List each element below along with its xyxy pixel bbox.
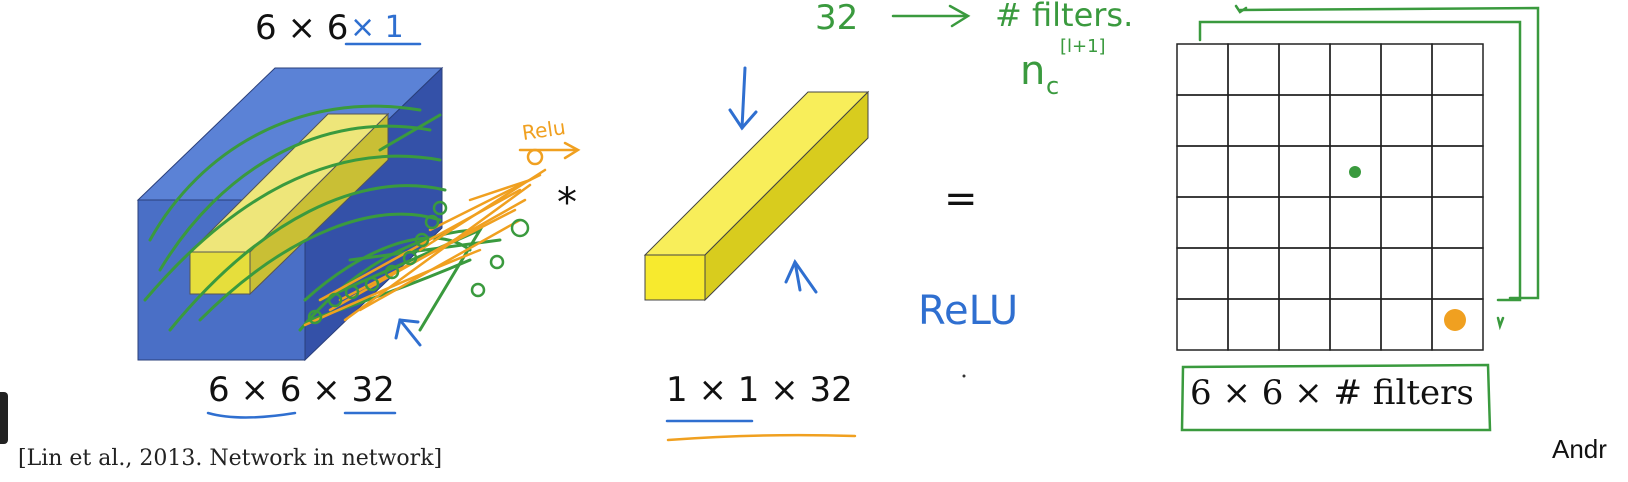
grid-cell [1278,196,1331,249]
underline-1x1-orange [666,433,857,442]
grid-cell [1431,298,1484,351]
grid-cell [1176,196,1229,249]
grid-cell [1278,43,1331,96]
underlines [206,42,857,442]
green-dot [1349,166,1361,178]
grid-cell [1329,247,1382,300]
top-volume-label: 6 × 6 [255,8,349,48]
grid-cell [1380,145,1433,198]
top-annot-label: × 1 [350,10,404,45]
grid-cell [1227,43,1280,96]
grid-cell [1176,94,1229,147]
grid-cell [1380,196,1433,249]
blue-arrow-input [394,318,422,347]
grid-cell [1227,94,1280,147]
grid-cell [1176,145,1229,198]
grid-cell [1431,43,1484,96]
output-dims-label: 6 × 6 × # filters [1190,373,1474,413]
grid-cell [1278,247,1331,300]
filter-fiber [643,90,870,302]
green-arrow-filters [891,4,971,28]
author-name-partial: Andr [1552,434,1607,464]
input-dims-label: 6 × 6 × 32 [208,370,395,410]
nc-symbol: n [1020,48,1046,94]
relu-big-text: ReLU [918,288,1019,334]
green-scribbles [143,104,502,332]
stray-dot [962,374,966,378]
filters-text: # filters. [995,0,1134,34]
equals-operator: = [944,176,978,222]
blue-arrow-filter-bottom [784,258,818,294]
grid-cell [1431,196,1484,249]
convolve-operator: * [557,180,577,226]
green-neurons [307,200,530,325]
orange-dot [1444,309,1466,331]
grid-cell [1380,247,1433,300]
grid-cell [1176,43,1229,96]
grid-cell [1227,298,1280,351]
grid-cell [1176,298,1229,351]
grid-cell [1329,298,1382,351]
grid-cell [1278,145,1331,198]
grid-cell [1227,247,1280,300]
grid-cell [1176,247,1229,300]
left-edge-handle [0,392,8,444]
filters-count-text: 32 [815,0,859,38]
grid-cell [1380,43,1433,96]
grid-cell [1278,94,1331,147]
filter-dims-label: 1 × 1 × 32 [666,370,853,410]
grid-cell [1329,196,1382,249]
blue-arrow-filter-top [728,66,758,131]
grid-cell [1278,298,1331,351]
grid-cell [1329,94,1382,147]
orange-lines [303,141,581,327]
underline-6x6 [206,411,297,419]
grid-cell [1431,145,1484,198]
grid-cell [1227,145,1280,198]
output-grid [1176,43,1484,351]
nc-superscript: [l+1] [1060,36,1106,57]
green-bracket [1198,4,1540,331]
grid-cell [1329,43,1382,96]
filter-front [644,254,706,301]
grid-cell [1380,298,1433,351]
grid-cell [1431,247,1484,300]
grid-cell [1227,196,1280,249]
grid-cell [1431,94,1484,147]
nc-subscript: c [1046,72,1060,100]
output-label-box [1180,363,1492,432]
grid-cell [1380,94,1433,147]
citation: [Lin et al., 2013. Network in network] [18,446,443,471]
